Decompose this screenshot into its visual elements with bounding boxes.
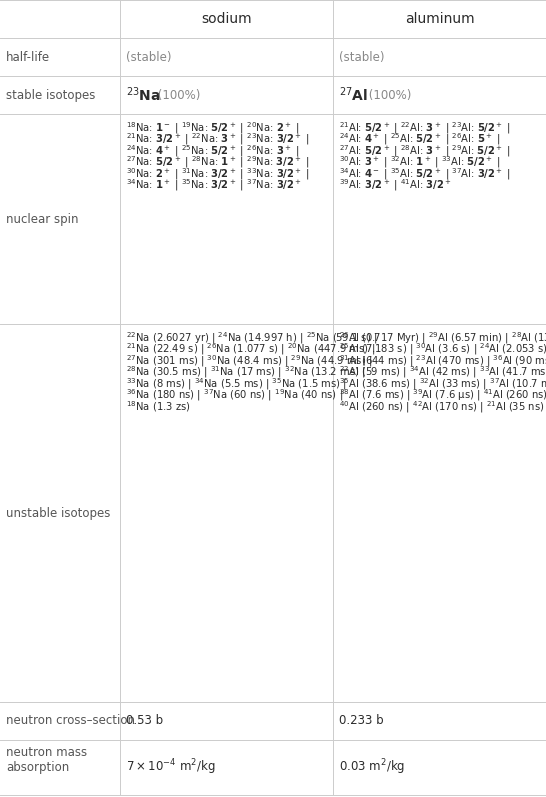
Text: $7\times10^{-4}$ m$^{2}$/kg: $7\times10^{-4}$ m$^{2}$/kg xyxy=(126,758,216,777)
Text: $^{21}$Na: $\mathbf{3/2}^+$ | $^{22}$Na: $\mathbf{3}^+$ | $^{23}$Na: $\mathbf{3/: $^{21}$Na: $\mathbf{3/2}^+$ | $^{22}$Na:… xyxy=(126,132,310,147)
Text: $^{36}$Na (180 ns) | $^{37}$Na (60 ns) | $^{19}$Na (40 ns) |: $^{36}$Na (180 ns) | $^{37}$Na (60 ns) |… xyxy=(126,387,343,403)
Text: $^{22}$Al (59 ms) | $^{34}$Al (42 ms) | $^{33}$Al (41.7 ms) |: $^{22}$Al (59 ms) | $^{34}$Al (42 ms) | … xyxy=(339,364,546,380)
Text: 0.233 b: 0.233 b xyxy=(339,714,384,728)
Text: neutron mass
absorption: neutron mass absorption xyxy=(6,746,87,774)
Text: $^{26}$Al (0.717 Myr) | $^{29}$Al (6.57 min) | $^{28}$Al (134.48 s) |: $^{26}$Al (0.717 Myr) | $^{29}$Al (6.57 … xyxy=(339,330,546,346)
Text: $^{27}$Na: $\mathbf{5/2}^+$ | $^{28}$Na: $\mathbf{1}^+$ | $^{29}$Na: $\mathbf{3/: $^{27}$Na: $\mathbf{5/2}^+$ | $^{28}$Na:… xyxy=(126,155,310,171)
Text: $^{34}$Al: $\mathbf{4}^-$ | $^{35}$Al: $\mathbf{5/2}^+$ | $^{37}$Al: $\mathbf{3/: $^{34}$Al: $\mathbf{4}^-$ | $^{35}$Al: $… xyxy=(339,166,511,182)
Text: (100%): (100%) xyxy=(154,88,200,101)
Text: $^{24}$Al: $\mathbf{4}^+$ | $^{25}$Al: $\mathbf{5/2}^+$ | $^{26}$Al: $\mathbf{5}: $^{24}$Al: $\mathbf{4}^+$ | $^{25}$Al: $… xyxy=(339,132,500,147)
Text: $^{21}$Al: $\mathbf{5/2}^+$ | $^{22}$Al: $\mathbf{3}^+$ | $^{23}$Al: $\mathbf{5/: $^{21}$Al: $\mathbf{5/2}^+$ | $^{22}$Al:… xyxy=(339,120,511,135)
Text: $^{24}$Na: $\mathbf{4}^+$ | $^{25}$Na: $\mathbf{5/2}^+$ | $^{26}$Na: $\mathbf{3}: $^{24}$Na: $\mathbf{4}^+$ | $^{25}$Na: $… xyxy=(126,143,299,159)
Text: $^{22}$Na (2.6027 yr) | $^{24}$Na (14.997 h) | $^{25}$Na (59.1 s) |: $^{22}$Na (2.6027 yr) | $^{24}$Na (14.99… xyxy=(126,330,377,346)
Text: (100%): (100%) xyxy=(365,88,411,101)
Text: $^{33}$Na (8 ms) | $^{34}$Na (5.5 ms) | $^{35}$Na (1.5 ms) |: $^{33}$Na (8 ms) | $^{34}$Na (5.5 ms) | … xyxy=(126,376,347,392)
Text: aluminum: aluminum xyxy=(405,12,474,26)
Text: $^{39}$Al: $\mathbf{3/2}^+$ | $^{41}$Al: $\mathbf{3/2}^+$: $^{39}$Al: $\mathbf{3/2}^+$ | $^{41}$Al:… xyxy=(339,178,452,194)
Text: $^{25}$Al (7.183 s) | $^{30}$Al (3.6 s) | $^{24}$Al (2.053 s) |: $^{25}$Al (7.183 s) | $^{30}$Al (3.6 s) … xyxy=(339,341,546,357)
Text: $^{30}$Al: $\mathbf{3}^+$ | $^{32}$Al: $\mathbf{1}^+$ | $^{33}$Al: $\mathbf{5/2}: $^{30}$Al: $\mathbf{3}^+$ | $^{32}$Al: $… xyxy=(339,155,500,171)
Text: half-life: half-life xyxy=(6,50,50,64)
Text: $^{21}$Na (22.49 s) | $^{26}$Na (1.077 s) | $^{20}$Na (447.9 ms) |: $^{21}$Na (22.49 s) | $^{26}$Na (1.077 s… xyxy=(126,341,375,357)
Text: $^{38}$Al (7.6 ms) | $^{39}$Al (7.6 µs) | $^{41}$Al (260 ns) |: $^{38}$Al (7.6 ms) | $^{39}$Al (7.6 µs) … xyxy=(339,387,546,403)
Text: unstable isotopes: unstable isotopes xyxy=(6,507,110,520)
Text: $^{28}$Na (30.5 ms) | $^{31}$Na (17 ms) | $^{32}$Na (13.2 ms) |: $^{28}$Na (30.5 ms) | $^{31}$Na (17 ms) … xyxy=(126,364,366,380)
Text: $^{27}$Al: $^{27}$Al xyxy=(339,86,368,104)
Text: $^{34}$Na: $\mathbf{1}^+$ | $^{35}$Na: $\mathbf{3/2}^+$ | $^{37}$Na: $\mathbf{3/: $^{34}$Na: $\mathbf{1}^+$ | $^{35}$Na: $… xyxy=(126,178,302,194)
Text: sodium: sodium xyxy=(201,12,252,26)
Text: $^{40}$Al (260 ns) | $^{42}$Al (170 ns) | $^{21}$Al (35 ns): $^{40}$Al (260 ns) | $^{42}$Al (170 ns) … xyxy=(339,399,544,414)
Text: nuclear spin: nuclear spin xyxy=(6,213,79,226)
Text: $^{18}$Na (1.3 zs): $^{18}$Na (1.3 zs) xyxy=(126,399,191,414)
Text: (stable): (stable) xyxy=(126,50,171,64)
Text: $^{30}$Na: $\mathbf{2}^+$ | $^{31}$Na: $\mathbf{3/2}^+$ | $^{33}$Na: $\mathbf{3/: $^{30}$Na: $\mathbf{2}^+$ | $^{31}$Na: $… xyxy=(126,166,310,182)
Text: stable isotopes: stable isotopes xyxy=(6,88,96,101)
Text: $^{27}$Al: $\mathbf{5/2}^+$ | $^{28}$Al: $\mathbf{3}^+$ | $^{29}$Al: $\mathbf{5/: $^{27}$Al: $\mathbf{5/2}^+$ | $^{28}$Al:… xyxy=(339,143,511,159)
Text: $^{23}$Na: $^{23}$Na xyxy=(126,86,161,104)
Text: (stable): (stable) xyxy=(339,50,384,64)
Text: neutron cross–section: neutron cross–section xyxy=(6,714,135,728)
Text: 0.03 m$^{2}$/kg: 0.03 m$^{2}$/kg xyxy=(339,758,405,777)
Text: 0.53 b: 0.53 b xyxy=(126,714,163,728)
Text: $^{35}$Al (38.6 ms) | $^{32}$Al (33 ms) | $^{37}$Al (10.7 ms) |: $^{35}$Al (38.6 ms) | $^{32}$Al (33 ms) … xyxy=(339,376,546,392)
Text: $^{31}$Al (644 ms) | $^{23}$Al (470 ms) | $^{36}$Al (90 ms) |: $^{31}$Al (644 ms) | $^{23}$Al (470 ms) … xyxy=(339,353,546,369)
Text: $^{18}$Na: $\mathbf{1}^-$ | $^{19}$Na: $\mathbf{5/2}^+$ | $^{20}$Na: $\mathbf{2}: $^{18}$Na: $\mathbf{1}^-$ | $^{19}$Na: $… xyxy=(126,120,299,135)
Text: $^{27}$Na (301 ms) | $^{30}$Na (48.4 ms) | $^{29}$Na (44.9 ms) |: $^{27}$Na (301 ms) | $^{30}$Na (48.4 ms)… xyxy=(126,353,372,369)
